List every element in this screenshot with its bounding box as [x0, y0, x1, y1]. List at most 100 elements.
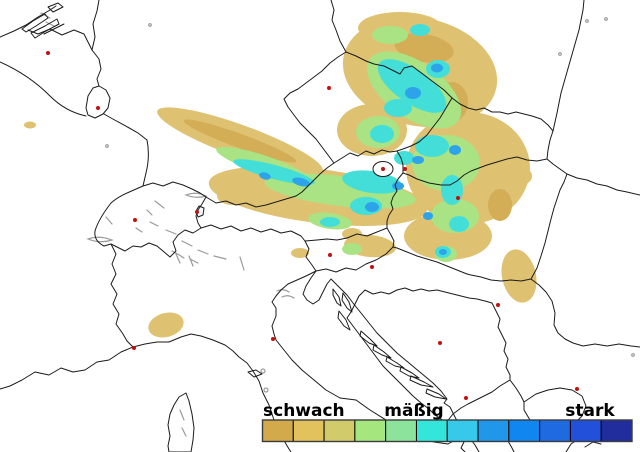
border-croatia-bosnia-south [346, 289, 448, 424]
border-belgium-netherlands [27, 28, 93, 51]
lake-constance [184, 192, 208, 198]
border-hungary-romania [530, 173, 568, 280]
legend-color-cell [323, 419, 356, 442]
scheldt-estuary [43, 23, 65, 35]
terrain-dot [631, 353, 635, 357]
precip-level-blue [259, 63, 461, 255]
precip-blob [259, 172, 271, 180]
precip-blob [439, 249, 447, 255]
precip-blob [365, 202, 379, 212]
precip-blob [217, 187, 249, 205]
precip-blob [431, 63, 443, 73]
precip-blob [392, 182, 404, 190]
small-island [263, 387, 269, 393]
croatian-island [337, 310, 351, 331]
border-hungary-serbia [466, 273, 532, 282]
precip-blob [377, 59, 447, 113]
city-dot [327, 86, 331, 90]
city-dot [575, 387, 579, 391]
city-dot [438, 341, 442, 345]
border-slovenia-croatia [315, 246, 394, 273]
precip-blob [516, 168, 532, 184]
border-austria-hungary [386, 172, 404, 229]
border-slovakia-ukraine [546, 130, 554, 160]
precip-blob [342, 243, 362, 255]
legend-color-cell [477, 419, 510, 442]
precip-blob [441, 175, 463, 205]
precip-blob [372, 26, 408, 44]
border-czech-slovakia [396, 97, 453, 152]
croatian-island [425, 388, 447, 400]
lake-zurich [154, 200, 165, 209]
corsica-relief [181, 427, 187, 437]
legend-color-cell [292, 419, 325, 442]
terrain-lines [40, 12, 635, 437]
legend-color-cell [385, 419, 417, 442]
legend-color-cell [569, 419, 602, 442]
city-dot [133, 218, 137, 222]
city-markers [46, 51, 579, 400]
border-germany-czech [283, 51, 347, 164]
precip-blob [449, 145, 461, 155]
coast-adriatic-north-italy [271, 270, 357, 401]
border-fragment-south [584, 441, 602, 448]
border-bosnia-montenegro [446, 379, 511, 424]
precip-blob [410, 24, 430, 36]
legend-label-strong: stark [565, 401, 615, 421]
precip-blob [183, 119, 297, 163]
croatian-island [409, 375, 434, 388]
precip-blob [291, 248, 309, 258]
city-dot [328, 253, 332, 257]
city-dot [195, 210, 199, 214]
venice-lagoon [276, 289, 290, 293]
alps-line [165, 229, 177, 235]
border-switzerland-germany [142, 181, 207, 198]
border-serbia-montenegro [509, 379, 525, 403]
precip-blob [342, 228, 362, 240]
legend-label-weak: schwach [263, 401, 345, 421]
precip-blob [320, 217, 340, 227]
zeeland-island [21, 13, 49, 33]
lake-garda [239, 256, 245, 271]
coast-mediterranean-france [0, 346, 134, 390]
legend-color-cell [508, 419, 541, 442]
lake-como [188, 255, 194, 267]
terrain-dot [105, 144, 109, 148]
croatian-island [332, 288, 342, 307]
border-bosnia-serbia [491, 302, 511, 381]
legend-color-cell [600, 419, 633, 442]
legend-label-moderate: mäßig [384, 401, 443, 421]
border-slovakia-hungary [402, 156, 548, 186]
border-poland-ukraine [552, 0, 585, 132]
border-slovakia-poland [451, 97, 554, 132]
city-dot [403, 167, 407, 171]
alps-line [146, 209, 153, 216]
legend-colorbar-frame [261, 419, 633, 443]
lake-geneva [86, 236, 114, 243]
legend-color-cell [262, 419, 294, 442]
border-belgium-france [0, 61, 87, 117]
border-italy-slovenia [304, 240, 317, 272]
precip-blob [423, 212, 433, 220]
alps-line [213, 255, 227, 260]
waterway [45, 21, 55, 27]
venice-lagoon [281, 295, 295, 299]
alps-line [197, 249, 209, 255]
precip-blob [405, 87, 421, 99]
border-serbia-romania [530, 278, 640, 348]
city-dot [370, 265, 374, 269]
precip-blob [384, 99, 412, 117]
precip-blob [292, 177, 310, 187]
legend-color-cell [446, 419, 479, 442]
border-slovenia-hungary [386, 227, 395, 248]
precip-blob [501, 249, 537, 303]
border-hungary-ukraine [546, 158, 568, 175]
legend-color-cell [354, 419, 387, 442]
city-dot [496, 303, 500, 307]
zeeland-island [30, 18, 60, 39]
city-dot [381, 167, 385, 171]
border-luxembourg [85, 85, 111, 119]
